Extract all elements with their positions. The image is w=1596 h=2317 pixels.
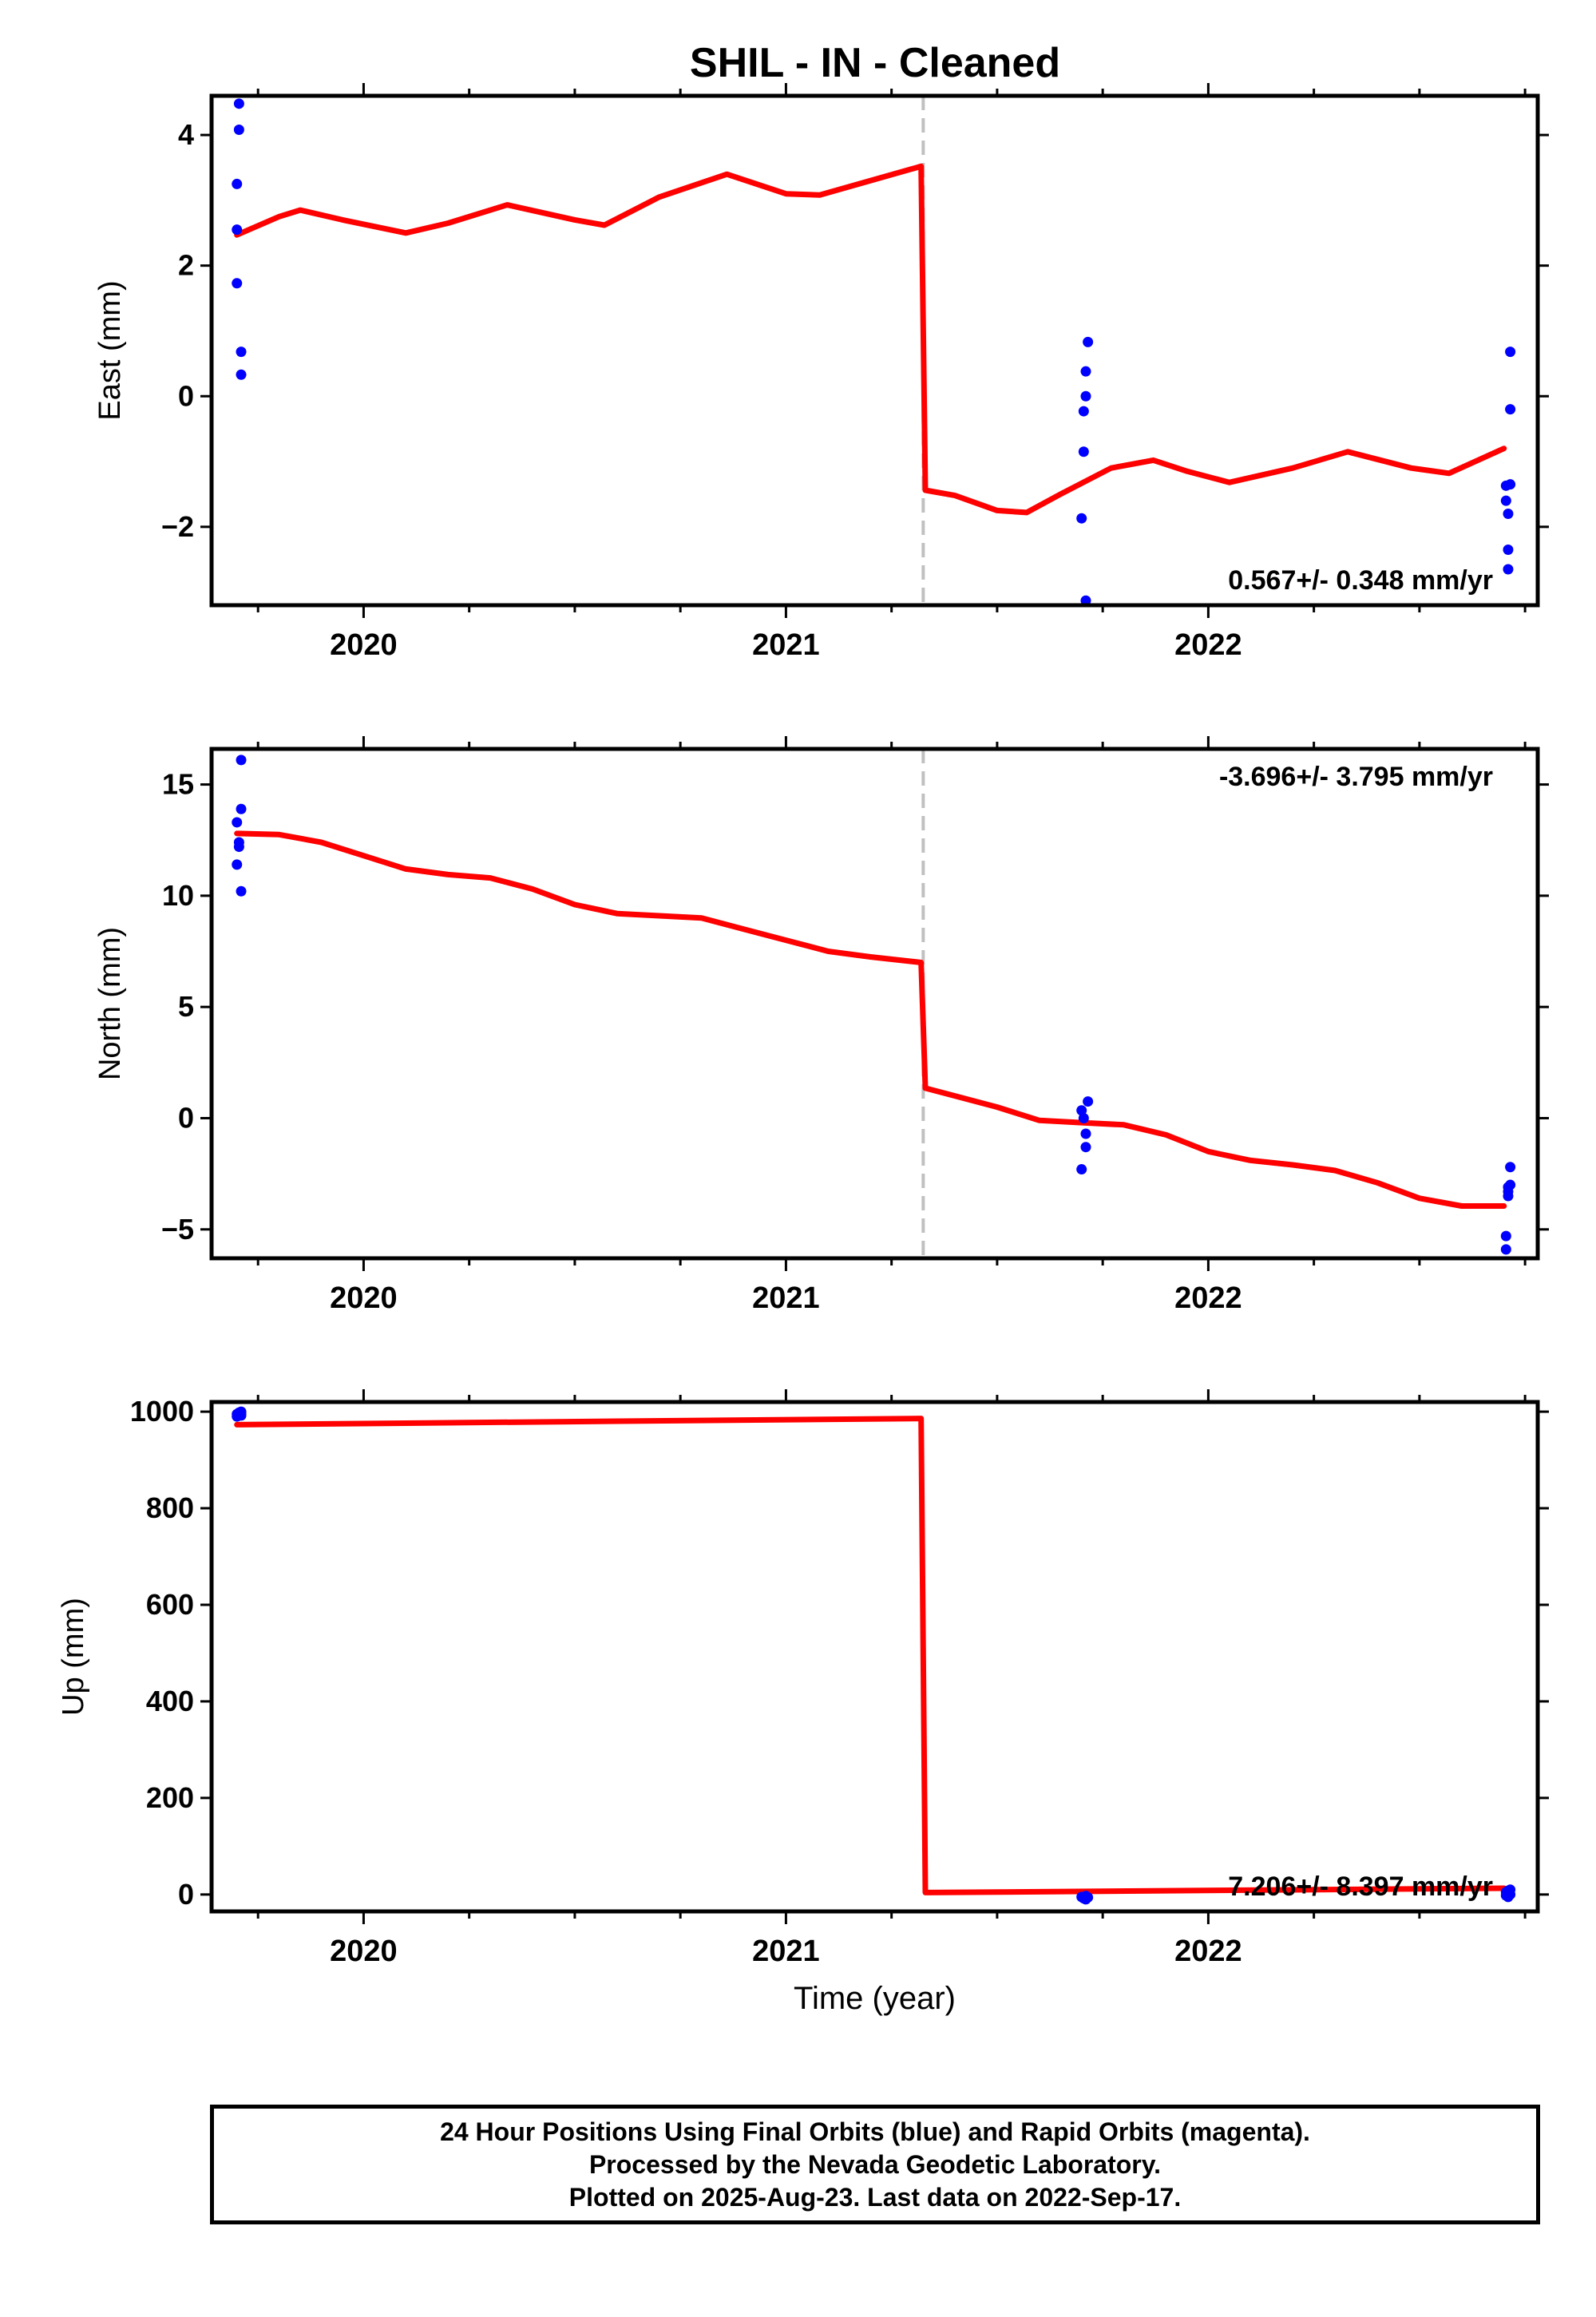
- east-data-point: [236, 347, 247, 358]
- east-ylabel: East (mm): [93, 280, 127, 420]
- up-data-point: [1083, 1891, 1094, 1903]
- north-ylabel: North (mm): [93, 927, 127, 1080]
- up-panel-plot-area: [232, 1406, 1516, 1905]
- east-data-point: [1080, 366, 1091, 377]
- up-ytick-label: 1000: [130, 1395, 194, 1428]
- north-data-point: [1500, 1244, 1511, 1255]
- east-data-point: [1076, 513, 1087, 524]
- east-data-point: [1080, 390, 1091, 402]
- east-data-point: [1503, 544, 1514, 555]
- east-panel-plot-area: [232, 96, 1516, 605]
- north-xtick-label: 2020: [330, 1281, 398, 1315]
- east-ytick-label: 4: [178, 118, 194, 151]
- north-ytick-label: 10: [162, 879, 194, 912]
- north-ytick-label: 0: [178, 1101, 194, 1134]
- up-ytick-label: 200: [146, 1781, 194, 1814]
- footer-note: 24 Hour Positions Using Final Orbits (bl…: [210, 2105, 1540, 2224]
- east-data-point: [232, 224, 243, 236]
- north-data-point: [236, 885, 247, 897]
- footer-line-3: Plotted on 2025-Aug-23. Last data on 202…: [568, 2182, 1182, 2212]
- north-data-point: [232, 817, 243, 828]
- north-data-point: [1505, 1162, 1516, 1173]
- east-xtick-label: 2020: [330, 628, 398, 662]
- east-frame: [209, 93, 1540, 608]
- up-frame: [209, 1400, 1540, 1914]
- up-ytick-label: 600: [146, 1588, 194, 1621]
- north-data-point: [1076, 1164, 1087, 1175]
- east-data-point: [233, 98, 244, 109]
- north-model-line: [234, 830, 1507, 1209]
- north-data-point: [236, 803, 247, 814]
- up-xtick-label: 2021: [752, 1935, 820, 1968]
- east-data-point: [1503, 508, 1514, 519]
- east-xtick-label: 2021: [752, 628, 820, 662]
- footer-line-2: Processed by the Nevada Geodetic Laborat…: [588, 2149, 1162, 2179]
- east-data-point: [1505, 479, 1516, 490]
- east-ytick-label: 2: [178, 249, 194, 282]
- east-ytick-label: 0: [178, 379, 194, 412]
- up-xtick-label: 2020: [330, 1935, 398, 1968]
- north-data-point: [236, 755, 247, 766]
- up-xtick-label: 2022: [1174, 1935, 1242, 1968]
- east-data-point: [232, 178, 243, 189]
- east-data-point: [233, 125, 244, 136]
- east-ytick-label: −2: [161, 510, 194, 543]
- up-rate-annotation: 7.206+/- 8.397 mm/yr: [1228, 1871, 1493, 1902]
- east-model-line: [234, 163, 1507, 516]
- north-frame: [209, 747, 1540, 1261]
- east-data-point: [1505, 347, 1516, 358]
- east-data-point: [1080, 595, 1091, 605]
- north-ytick-label: −5: [161, 1213, 194, 1246]
- footer-line-1: 24 Hour Positions Using Final Orbits (bl…: [440, 2117, 1310, 2146]
- up-panel: 0 200 400 600 800 1000 2020 2021 2022 Up (mm) Time…: [57, 1389, 1549, 2016]
- north-rate-annotation: -3.696+/- 3.795 mm/yr: [1219, 762, 1493, 792]
- north-xtick-label: 2021: [752, 1281, 820, 1315]
- north-ytick-label: 15: [162, 768, 194, 801]
- east-xtick-label: 2022: [1174, 628, 1242, 662]
- up-ytick-label: 400: [146, 1685, 194, 1717]
- east-data-point: [1078, 406, 1089, 417]
- up-ytick-label: 0: [178, 1878, 194, 1911]
- east-data-point: [1505, 404, 1516, 415]
- north-ytick-label: 5: [178, 990, 194, 1023]
- north-data-point: [232, 859, 243, 870]
- up-data-point: [1505, 1889, 1516, 1900]
- north-data-point: [1500, 1230, 1511, 1242]
- north-xtick-label: 2022: [1174, 1281, 1242, 1315]
- up-ylabel: Up (mm): [57, 1598, 90, 1716]
- east-data-point: [232, 278, 243, 289]
- east-rate-annotation: 0.567+/- 0.348 mm/yr: [1228, 565, 1493, 596]
- east-data-point: [1500, 495, 1511, 506]
- north-data-point: [1503, 1186, 1514, 1197]
- east-data-point: [1503, 564, 1514, 575]
- north-data-point: [1078, 1112, 1089, 1123]
- east-panel: −2 0 2 4 2020 2021 2022 East (mm) 0.567+/- 0.348…: [93, 83, 1549, 662]
- east-data-point: [236, 369, 247, 380]
- east-data-point: [1078, 446, 1089, 457]
- north-panel: −5 0 5 10 15 2020 2021 2022 North (mm) -3.696+/- …: [93, 736, 1549, 1315]
- up-ytick-label: 800: [146, 1491, 194, 1524]
- north-data-point: [233, 837, 244, 848]
- up-model-line: [234, 1416, 1507, 1895]
- north-panel-plot-area: [232, 749, 1516, 1258]
- up-data-point: [236, 1410, 247, 1421]
- north-data-point: [1080, 1142, 1091, 1153]
- east-data-point: [1083, 336, 1094, 347]
- north-data-point: [1076, 1105, 1087, 1116]
- up-xlabel: Time (year): [794, 1981, 956, 2016]
- north-data-point: [1083, 1096, 1094, 1107]
- north-data-point: [1080, 1128, 1091, 1139]
- chart-title: SHIL - IN - Cleaned: [690, 40, 1060, 86]
